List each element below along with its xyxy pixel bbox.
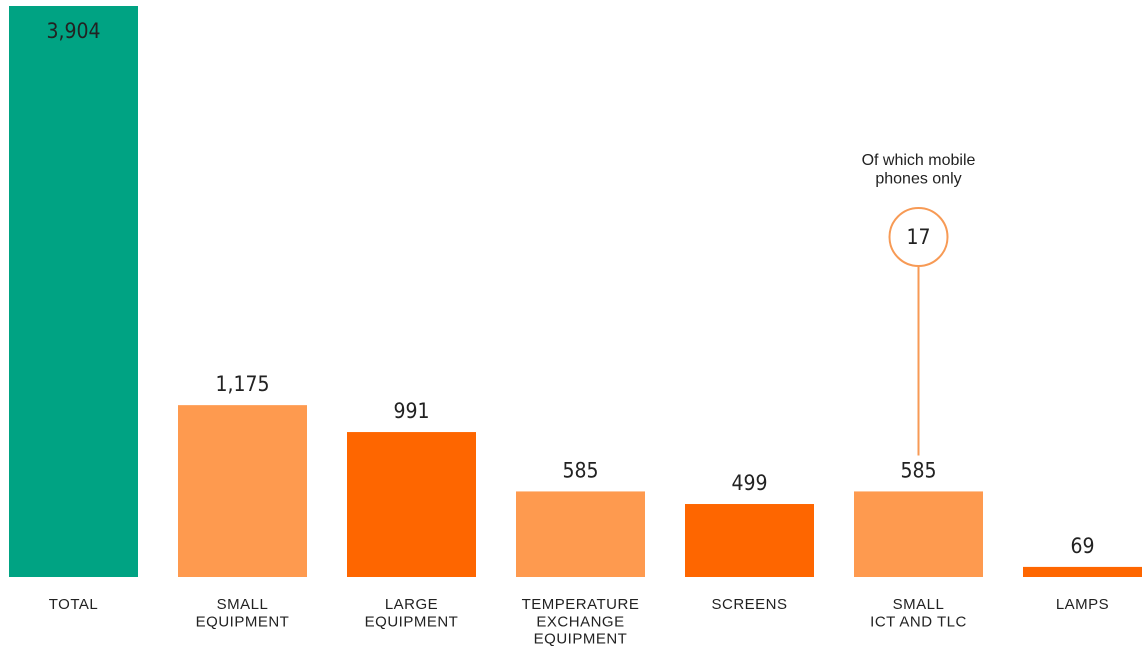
value-label: 69 — [1070, 534, 1094, 558]
bar — [347, 432, 476, 577]
value-label: 585 — [562, 458, 598, 482]
annotation-circle — [888, 207, 949, 267]
bar — [178, 405, 307, 577]
x-tick-label: LARGE EQUIPMENT — [365, 596, 459, 630]
value-label: 499 — [731, 471, 767, 495]
bar — [854, 491, 983, 577]
value-label: 585 — [900, 458, 936, 482]
bar — [1023, 566, 1142, 577]
x-tick-label: SCREENS — [711, 596, 787, 613]
annotation-text: Of which mobile phones only — [862, 152, 976, 187]
value-label: 1,175 — [215, 372, 269, 396]
bar — [685, 504, 814, 577]
x-tick-label: LAMPS — [1056, 596, 1109, 613]
x-tick-label: TOTAL — [49, 596, 98, 613]
annotation-value: 17 — [906, 225, 930, 249]
value-label: 991 — [393, 399, 429, 423]
bar — [9, 6, 138, 577]
x-tick-label: SMALL EQUIPMENT — [196, 596, 290, 630]
bar — [516, 491, 645, 577]
x-tick-label: SMALL ICT AND TLC — [870, 596, 967, 630]
value-label: 3,904 — [46, 19, 100, 43]
x-tick-label: TEMPERATURE EXCHANGE EQUIPMENT — [522, 596, 640, 648]
